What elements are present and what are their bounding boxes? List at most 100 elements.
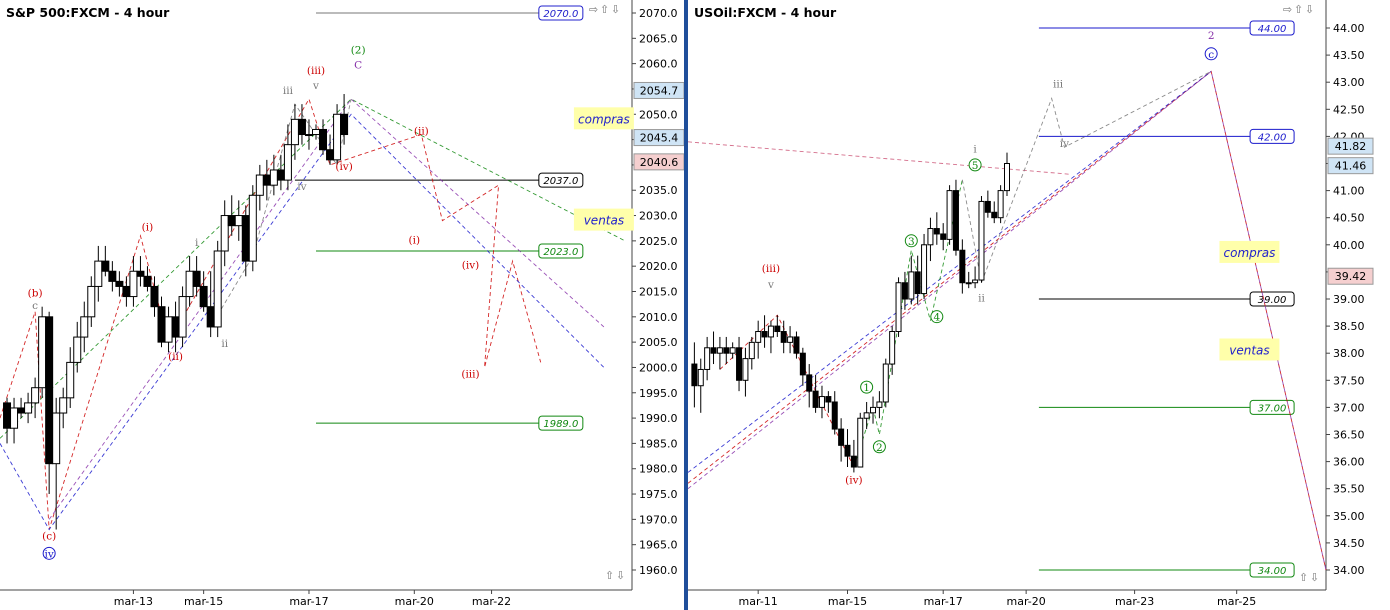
candle-body	[787, 336, 794, 343]
level-label: 2070.0	[543, 9, 578, 20]
candle-body	[220, 215, 229, 252]
candle-body	[806, 374, 813, 392]
y-tick-label: 36.00	[1333, 456, 1365, 469]
candle-body	[80, 316, 89, 338]
price-flag-label: 41.82	[1335, 140, 1367, 153]
wave-path	[961, 70, 1212, 285]
price-flag-label: 2045.4	[640, 132, 679, 145]
arrow-down-icon[interactable]: ⇩	[1304, 3, 1315, 16]
price-flag-box	[1327, 157, 1374, 175]
note-text: ventas	[1229, 343, 1269, 357]
candle-body	[213, 250, 222, 328]
plot-area	[688, 0, 1326, 590]
usoil-nav-top[interactable]: ⇨ ⇧ ⇩	[1282, 3, 1315, 16]
usoil-chart-panel[interactable]: USOil:FXCM - 4 hour 34.00 34.50 35.00 35.50 3…	[688, 0, 1390, 610]
sp500-candlestick-chart[interactable]: S&P 500:FXCM - 4 hour 1960.0 1965.0 1970.0 1…	[0, 0, 684, 610]
price-flag-label: 39.42	[1335, 270, 1367, 283]
level-label: 37.00	[1258, 403, 1287, 414]
candle-body	[742, 358, 749, 381]
wave-label: 2	[1208, 30, 1215, 42]
note-text: compras	[578, 112, 630, 126]
candle-body	[136, 270, 145, 277]
candle-body	[729, 347, 736, 354]
candle-body	[799, 352, 806, 376]
candle-body	[185, 270, 194, 298]
candle-body	[748, 341, 755, 360]
wave-label: 1	[863, 382, 870, 394]
arrow-down-icon[interactable]: ⇩	[610, 3, 621, 16]
arrow-down-icon[interactable]: ⇩	[615, 569, 626, 582]
y-tick-label: 2025.0	[639, 235, 678, 248]
wave-label: c	[1208, 49, 1214, 61]
candle-body	[227, 215, 236, 227]
candle-body	[241, 215, 250, 262]
level-label: 1989.0	[543, 419, 578, 430]
candle-body	[965, 282, 972, 285]
arrow-right-icon[interactable]: ⇨	[588, 3, 599, 16]
candle-body	[31, 387, 40, 404]
y-tick-label: 2020.0	[639, 260, 678, 273]
candle-body	[17, 407, 26, 414]
wave-label: (iii)	[307, 65, 325, 77]
wave-label: 2	[876, 442, 883, 454]
arrow-down-icon[interactable]: ⇩	[1309, 571, 1320, 584]
level-label: 2023.0	[543, 247, 578, 258]
wave-label: v	[767, 279, 774, 291]
candle-body	[895, 282, 902, 333]
y-tick-label: 2070.0	[639, 7, 678, 20]
wave-label: 5	[972, 160, 979, 172]
usoil-nav-bottom[interactable]: ⇧ ⇩	[1298, 571, 1320, 584]
arrow-up-icon[interactable]: ⇧	[604, 569, 615, 582]
candle-body	[780, 331, 787, 343]
price-flag-label: 41.46	[1335, 160, 1367, 173]
price-flag-label: 2054.7	[640, 84, 679, 97]
x-tick-label: mar-23	[1115, 595, 1154, 608]
candle-body	[66, 361, 75, 399]
x-tick-label: mar-20	[1007, 595, 1046, 608]
chart-title: S&P 500:FXCM - 4 hour	[6, 5, 170, 20]
candle-body	[24, 402, 33, 414]
wave-label: (iii)	[762, 263, 780, 275]
candle-body	[333, 113, 342, 161]
x-tick-label: mar-11	[739, 595, 778, 608]
arrow-up-icon[interactable]: ⇧	[1298, 571, 1309, 584]
note-box	[573, 107, 634, 130]
candle-body	[767, 325, 774, 338]
price-flag-box	[1327, 267, 1374, 285]
arrow-up-icon[interactable]: ⇧	[599, 3, 610, 16]
wave-label: 4	[933, 312, 940, 324]
candle-body	[927, 228, 934, 246]
candle-body	[312, 128, 320, 136]
arrow-right-icon[interactable]: ⇨	[1282, 3, 1293, 16]
panel-divider[interactable]	[684, 0, 688, 610]
wave-label-circle	[42, 546, 56, 560]
level-label-box	[538, 243, 584, 259]
candle-body	[164, 316, 173, 343]
candle-body	[716, 347, 723, 354]
level-label: 39.00	[1258, 295, 1287, 306]
note-text: ventas	[584, 214, 624, 228]
candle-body	[870, 406, 877, 414]
usoil-candlestick-chart[interactable]: USOil:FXCM - 4 hour 34.00 34.50 35.00 35.50 3…	[688, 0, 1390, 610]
sp500-chart-panel[interactable]: S&P 500:FXCM - 4 hour 1960.0 1965.0 1970.0 1…	[0, 0, 684, 610]
wave-label: (i)	[409, 234, 421, 246]
candle-body	[723, 347, 730, 354]
y-tick-label: 2015.0	[639, 286, 678, 299]
arrow-up-icon[interactable]: ⇧	[1293, 3, 1304, 16]
candle-body	[319, 128, 328, 151]
y-tick-label: 35.50	[1333, 483, 1365, 496]
chart-title: USOil:FXCM - 4 hour	[694, 5, 837, 20]
candle-body	[984, 200, 991, 213]
candle-body	[94, 260, 103, 287]
candle-body	[1004, 163, 1010, 192]
sp500-nav-top[interactable]: ⇨ ⇧ ⇩	[588, 3, 621, 16]
wave-label: ii	[978, 293, 985, 305]
sp500-nav-bottom[interactable]: ⇧ ⇩	[604, 569, 626, 582]
y-tick-label: 2050.0	[639, 108, 678, 121]
wave-label: 3	[908, 236, 915, 248]
candle-body	[87, 285, 96, 318]
candle-body	[857, 417, 864, 468]
candle-body	[818, 396, 825, 408]
candle-body	[115, 280, 124, 287]
y-tick-label: 2030.0	[639, 210, 678, 223]
